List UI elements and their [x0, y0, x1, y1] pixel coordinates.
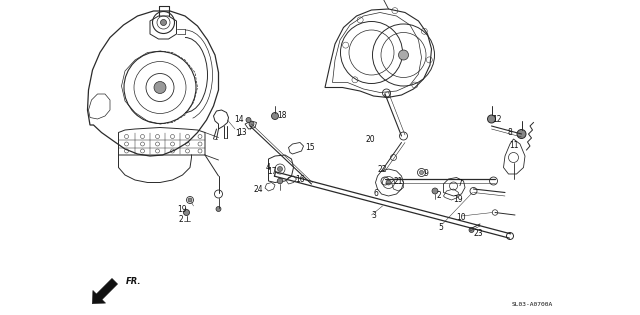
Text: 17: 17 — [267, 167, 276, 175]
Circle shape — [161, 20, 166, 26]
Text: 2: 2 — [436, 192, 441, 201]
Text: 22: 22 — [377, 164, 387, 174]
Text: 18: 18 — [278, 112, 287, 121]
Text: 20: 20 — [365, 135, 374, 144]
Text: 21: 21 — [394, 176, 403, 186]
Text: 23: 23 — [474, 230, 483, 238]
Text: 10: 10 — [456, 213, 466, 222]
Text: 9: 9 — [424, 169, 428, 179]
Text: 19: 19 — [177, 204, 186, 214]
Circle shape — [246, 117, 251, 123]
Circle shape — [488, 115, 495, 123]
Circle shape — [216, 207, 221, 211]
Circle shape — [271, 112, 278, 119]
Text: 4: 4 — [265, 163, 270, 172]
Text: 3: 3 — [371, 211, 376, 220]
Circle shape — [188, 198, 192, 202]
Circle shape — [399, 50, 408, 60]
Circle shape — [184, 209, 189, 215]
Text: 5: 5 — [438, 223, 444, 232]
Circle shape — [386, 180, 391, 185]
Text: 1: 1 — [236, 129, 240, 139]
Text: SL03-A0700A: SL03-A0700A — [511, 302, 552, 307]
Text: 2: 2 — [179, 215, 184, 224]
Circle shape — [154, 82, 166, 94]
Text: 6: 6 — [374, 190, 378, 198]
Text: 8: 8 — [508, 128, 513, 137]
Text: FR.: FR. — [126, 277, 141, 286]
Text: 12: 12 — [493, 114, 502, 123]
Circle shape — [277, 178, 283, 184]
Circle shape — [249, 122, 254, 127]
Text: 14: 14 — [234, 114, 243, 123]
Circle shape — [432, 188, 438, 194]
Circle shape — [278, 167, 282, 171]
Text: 11: 11 — [509, 141, 518, 151]
Text: 7: 7 — [458, 180, 462, 188]
Polygon shape — [92, 278, 118, 304]
Circle shape — [517, 129, 526, 139]
Text: 13: 13 — [237, 128, 246, 137]
Text: 16: 16 — [295, 175, 305, 184]
Text: 19: 19 — [454, 194, 463, 203]
Circle shape — [419, 170, 424, 175]
Text: 24: 24 — [254, 185, 264, 193]
Circle shape — [469, 227, 474, 232]
Text: 15: 15 — [305, 143, 315, 152]
